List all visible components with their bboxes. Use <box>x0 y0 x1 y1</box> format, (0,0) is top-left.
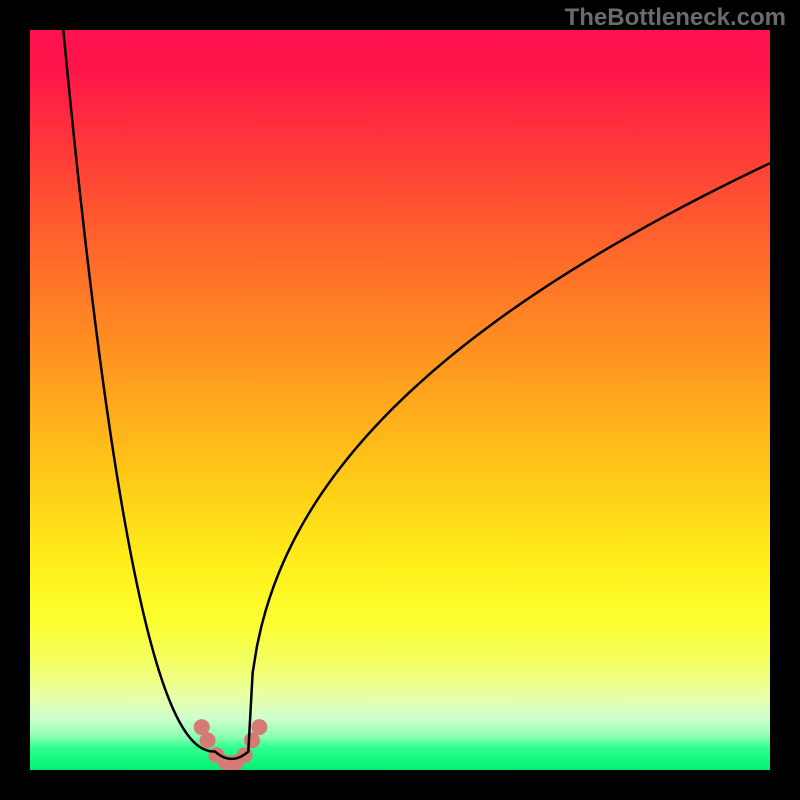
curve-marker <box>251 719 267 735</box>
watermark-text: TheBottleneck.com <box>565 4 786 32</box>
plot-area <box>30 30 770 770</box>
curve-marker <box>200 732 216 748</box>
chart-svg <box>30 30 770 770</box>
bottleneck-curve <box>63 30 770 759</box>
